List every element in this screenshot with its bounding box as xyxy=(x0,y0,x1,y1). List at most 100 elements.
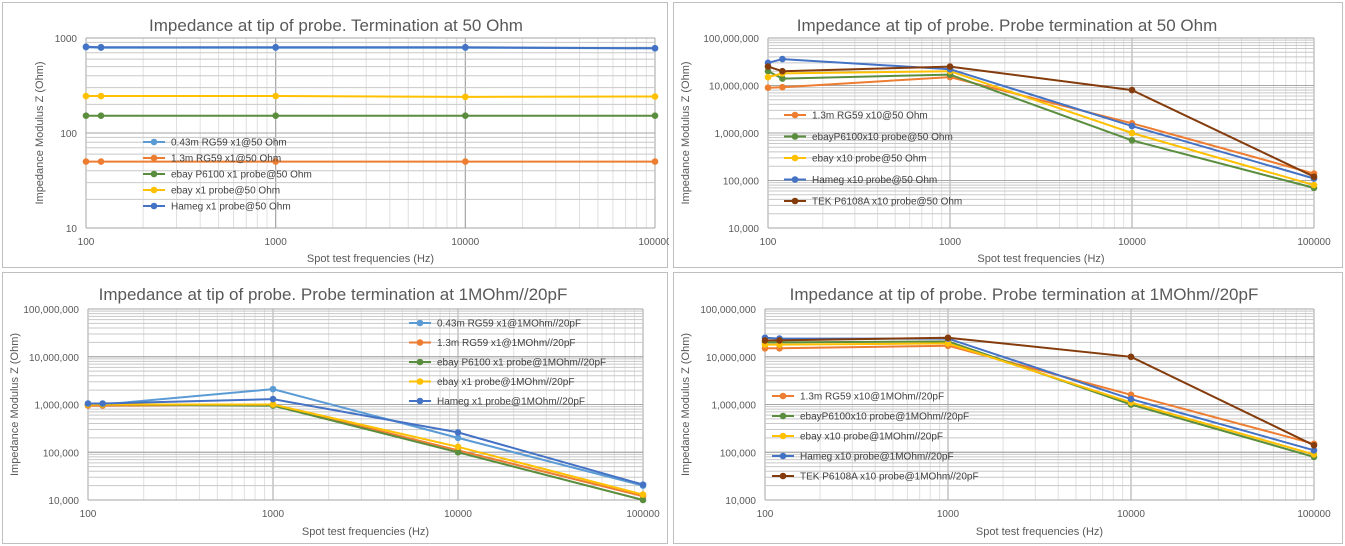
x-tick-label: 100 xyxy=(757,509,774,520)
y-tick-label: 10 xyxy=(66,224,78,235)
data-point xyxy=(97,158,105,165)
legend-swatch-marker xyxy=(779,472,787,480)
legend-swatch-marker xyxy=(416,339,424,346)
data-point xyxy=(454,434,462,442)
y-tick-label: 100,000 xyxy=(43,448,80,459)
data-point xyxy=(651,44,659,52)
data-point xyxy=(764,73,772,81)
legend-label: Hameg x10 probe@1MOhm//20pF xyxy=(800,452,954,463)
legend-swatch-marker xyxy=(779,392,787,400)
chart-panel-top-left: Impedance at tip of probe. Termination a… xyxy=(2,2,669,268)
x-axis-label: Spot test frequencies (Hz) xyxy=(977,253,1104,265)
data-point xyxy=(82,112,90,120)
legend-label: 1.3m RG59 x1@50 Ohm xyxy=(171,154,281,165)
data-point xyxy=(462,112,469,120)
series-line xyxy=(88,403,644,498)
data-point xyxy=(1128,129,1136,137)
x-axis-label: Spot test frequencies (Hz) xyxy=(976,526,1103,538)
y-tick-label: 100,000 xyxy=(720,448,757,459)
data-point xyxy=(272,158,279,165)
chart-panel-top-right: Impedance at tip of probe. Probe termina… xyxy=(673,2,1343,268)
legend-label: ebay P6100 x1 probe@1MOhm//20pF xyxy=(437,358,606,369)
x-tick-label: 100000 xyxy=(638,237,669,248)
data-point xyxy=(454,429,462,436)
data-point xyxy=(639,491,647,498)
data-point xyxy=(1127,353,1135,361)
y-tick-label: 10,000,000 xyxy=(709,82,759,93)
y-tick-label: 100,000,000 xyxy=(700,305,756,316)
data-point xyxy=(97,112,105,120)
data-point xyxy=(97,92,105,100)
y-axis-label: Impedance Modulus Z (Ohm) xyxy=(34,61,46,204)
data-point xyxy=(99,400,106,407)
series-5 xyxy=(761,334,1318,449)
data-point xyxy=(1310,441,1318,449)
x-tick-label: 100000 xyxy=(1297,237,1331,248)
chart-title: Impedance at tip of probe. Probe termina… xyxy=(790,285,1259,304)
series-line xyxy=(767,70,1315,187)
data-point xyxy=(764,63,772,70)
legend-label: TEK P6108A x10 probe@50 Ohm xyxy=(812,197,962,208)
chart-title: Impedance at tip of probe. Probe termina… xyxy=(99,285,568,304)
data-point xyxy=(1128,86,1136,94)
data-point xyxy=(1310,181,1318,189)
legend-swatch-marker xyxy=(150,202,158,210)
data-point xyxy=(779,55,786,63)
x-axis-label: Spot test frequencies (Hz) xyxy=(307,253,434,265)
legend-label: ebay x10 probe@1MOhm//20pF xyxy=(800,432,943,443)
data-point xyxy=(82,158,90,165)
legend-swatch-marker xyxy=(150,138,158,146)
series-4 xyxy=(82,92,659,101)
x-tick-label: 100000 xyxy=(626,509,660,520)
x-tick-label: 1000 xyxy=(262,509,285,520)
chart-panel-bottom-left: Impedance at tip of probe. Probe termina… xyxy=(2,272,668,544)
y-tick-label: 100,000,000 xyxy=(23,305,79,316)
legend-swatch-marker xyxy=(791,111,799,119)
data-point xyxy=(651,158,659,165)
x-tick-label: 10000 xyxy=(451,237,479,248)
data-point xyxy=(462,93,469,101)
x-tick-label: 1000 xyxy=(265,237,288,248)
y-axis-label: Impedance Modulus Z (Ohm) xyxy=(9,333,21,476)
series-5 xyxy=(84,395,647,488)
y-tick-label: 10,000 xyxy=(48,496,79,507)
chart-title: Impedance at tip of probe. Probe termina… xyxy=(797,16,1218,35)
series-5 xyxy=(764,63,1318,181)
legend-label: ebay x1 probe@50 Ohm xyxy=(171,186,280,197)
legend-label: 1.3m RG59 x10@50 Ohm xyxy=(812,111,928,122)
legend-swatch-marker xyxy=(416,358,424,366)
data-point xyxy=(97,43,105,51)
data-point xyxy=(776,337,783,344)
legend-label: 0.43m RG59 x1@50 Ohm xyxy=(171,138,287,149)
x-tick-label: 100 xyxy=(760,237,777,248)
data-point xyxy=(651,112,659,120)
series-line xyxy=(88,403,644,496)
legend: 0.43m RG59 x1@1MOhm//20pF 1.3m RG59 x1@1M… xyxy=(409,319,606,408)
data-point xyxy=(269,395,277,403)
data-point xyxy=(272,92,279,100)
series-2 xyxy=(764,67,1318,192)
legend-label: ebayP6100x10 probe@1MOhm//20pF xyxy=(800,412,969,423)
legend-label: ebayP6100x10 probe@50 Ohm xyxy=(812,132,953,143)
data-point xyxy=(454,443,462,451)
legend-label: Hameg x1 probe@1MOhm//20pF xyxy=(437,397,585,408)
x-tick-label: 1000 xyxy=(939,237,962,248)
grid xyxy=(767,37,1315,229)
data-point xyxy=(82,43,90,50)
x-tick-label: 100 xyxy=(78,237,95,248)
data-point xyxy=(272,43,279,51)
legend-label: TEK P6108A x10 probe@1MOhm//20pF xyxy=(800,472,979,483)
data-point xyxy=(84,400,92,407)
data-point xyxy=(761,337,769,344)
series-2 xyxy=(82,158,659,165)
x-tick-label: 100000 xyxy=(1297,509,1331,520)
series-line xyxy=(85,45,656,50)
y-tick-label: 1,000,000 xyxy=(712,401,757,412)
chart-title: Impedance at tip of probe. Termination a… xyxy=(149,16,523,35)
y-tick-label: 100,000,000 xyxy=(703,34,759,45)
legend-label: ebay P6100 x1 probe@50 Ohm xyxy=(171,170,312,181)
data-point xyxy=(944,340,952,347)
data-point xyxy=(462,158,469,165)
x-tick-label: 10000 xyxy=(444,509,472,520)
series-3 xyxy=(82,112,659,120)
